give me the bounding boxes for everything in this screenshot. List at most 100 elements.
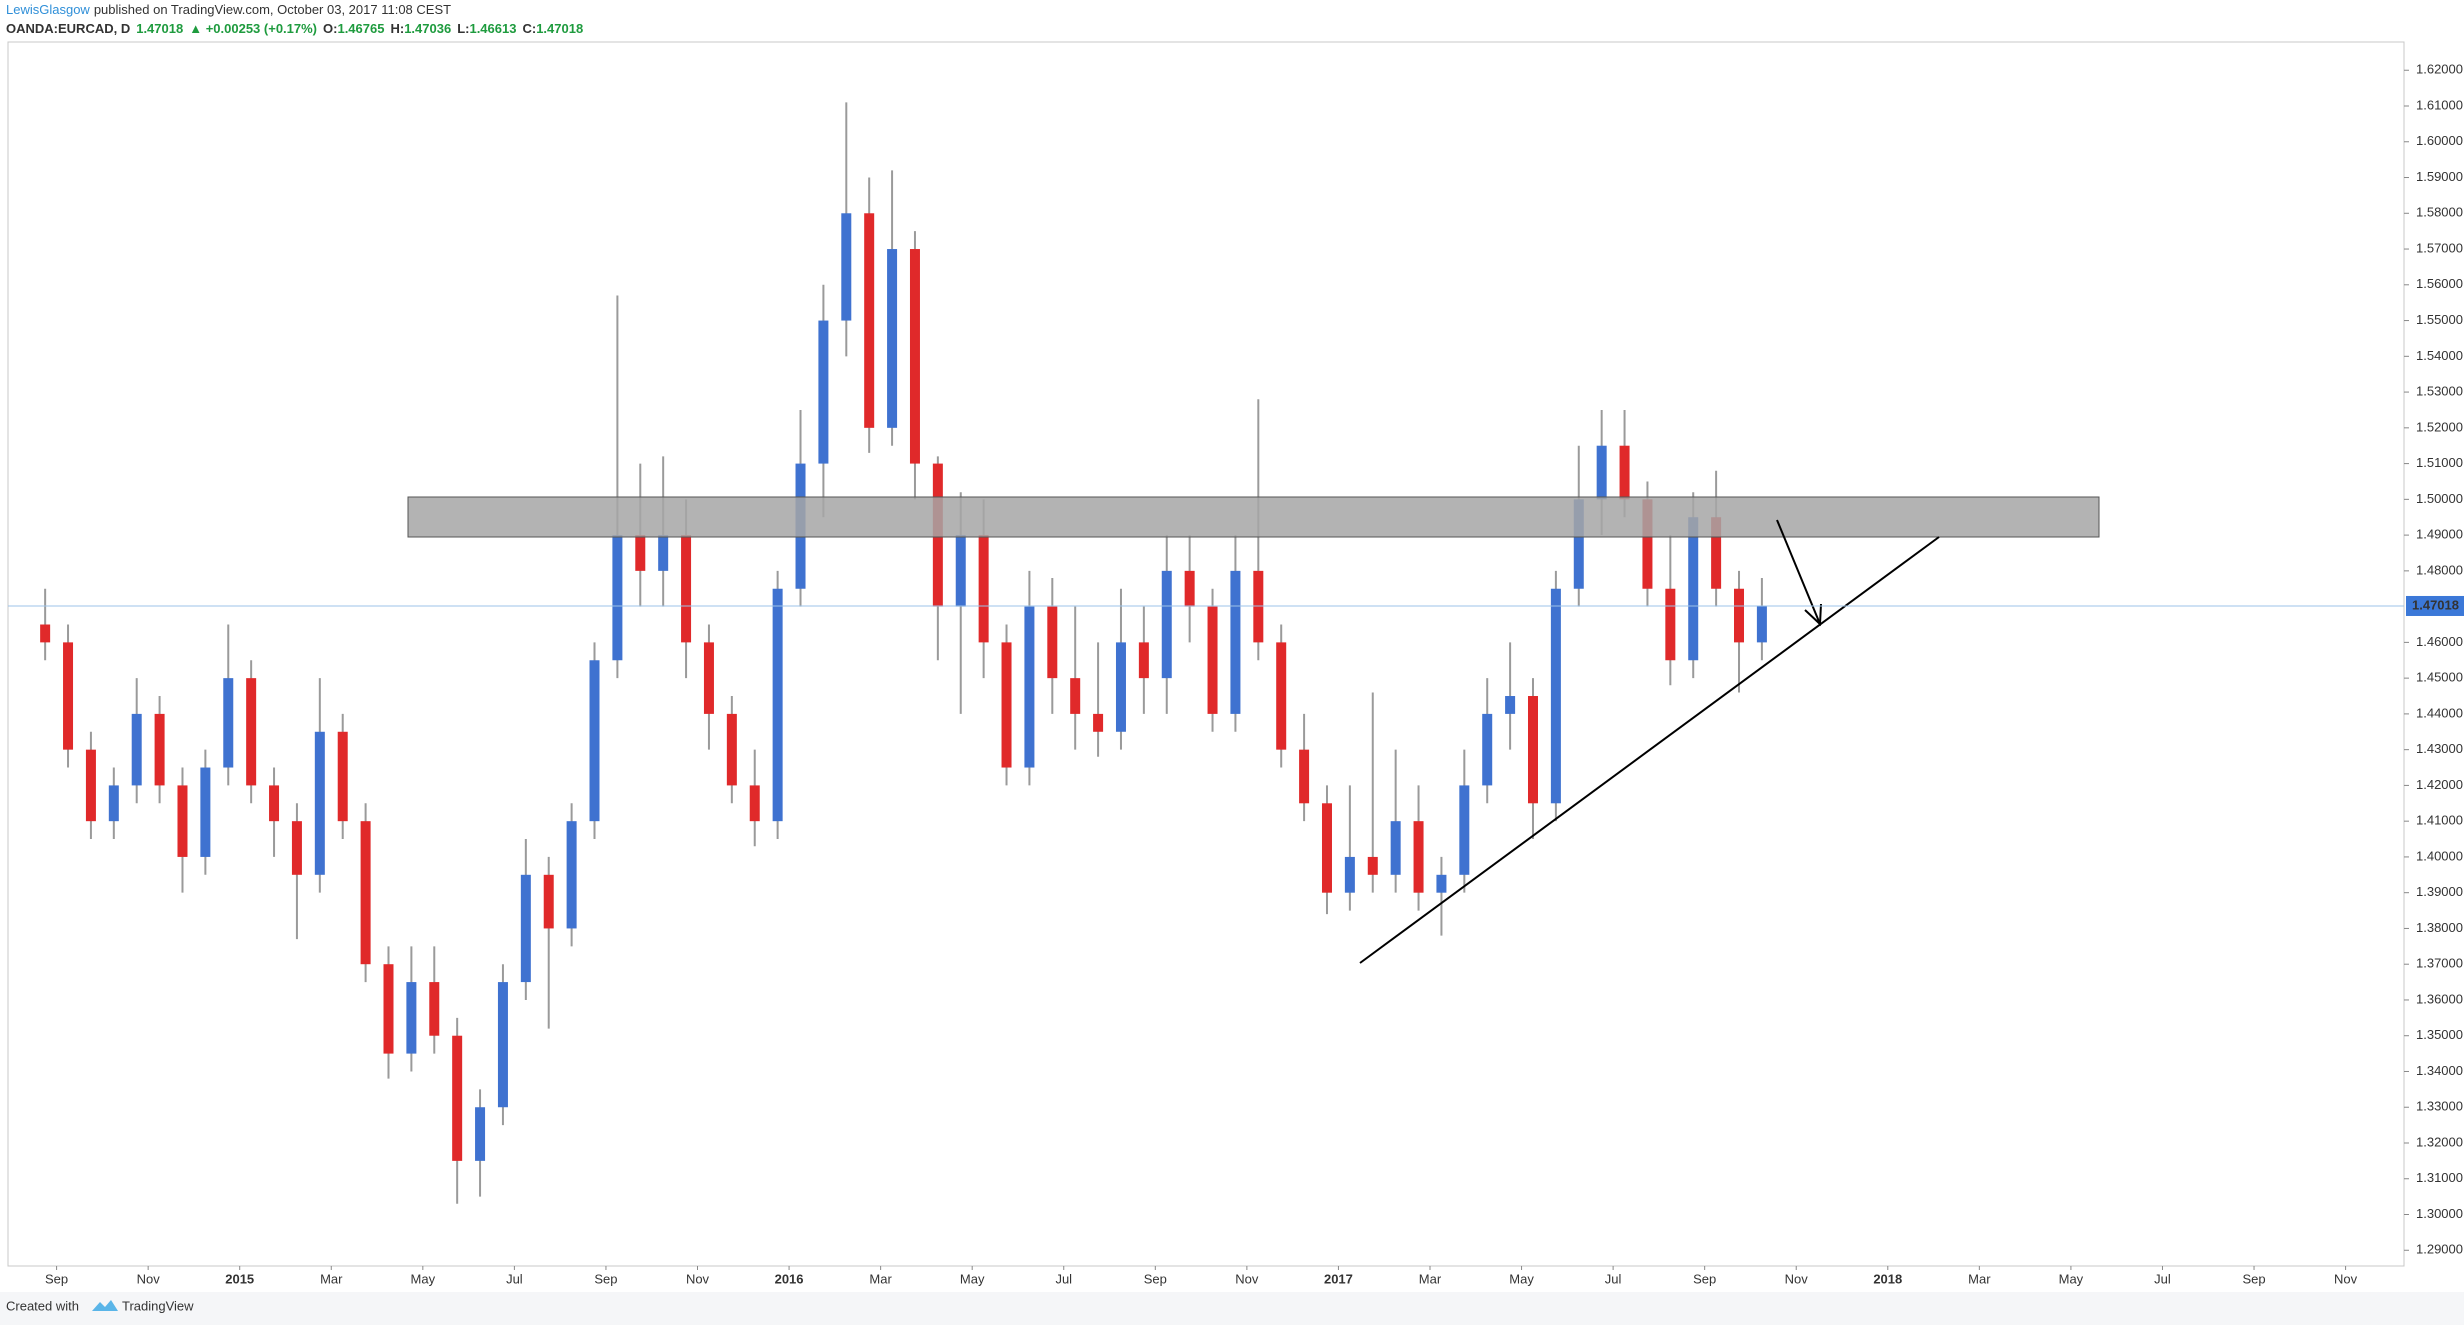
candle-body xyxy=(772,588,783,822)
candle-body xyxy=(909,249,920,464)
candle-body xyxy=(703,642,714,714)
y-tick-label: 1.41000 xyxy=(2416,813,2463,828)
candle-body xyxy=(1573,499,1584,589)
x-tick-label: Nov xyxy=(137,1271,161,1286)
candle-body xyxy=(383,964,394,1054)
x-tick-label: Jul xyxy=(1055,1271,1072,1286)
candle-body xyxy=(1161,570,1172,679)
last-price-box xyxy=(2406,595,2464,616)
candle-body xyxy=(955,535,966,607)
candle-body xyxy=(154,713,165,786)
candle-body xyxy=(1596,445,1607,500)
x-tick-label: 2016 xyxy=(775,1271,804,1286)
y-tick-label: 1.54000 xyxy=(2416,348,2463,363)
candle-body xyxy=(612,535,623,661)
x-tick-label: May xyxy=(1509,1271,1534,1286)
y-tick-label: 1.51000 xyxy=(2416,455,2463,470)
candle-body xyxy=(1642,499,1653,589)
candle-body xyxy=(589,660,600,822)
candle-body xyxy=(1184,570,1195,607)
y-tick-label: 1.30000 xyxy=(2416,1206,2463,1221)
x-tick-label: Sep xyxy=(594,1271,617,1286)
candle-body xyxy=(1527,696,1538,804)
y-tick-label: 1.40000 xyxy=(2416,848,2463,863)
candle-body xyxy=(1207,606,1218,714)
candle-body xyxy=(291,821,302,875)
candle-body xyxy=(566,821,577,929)
arrow xyxy=(1776,519,1821,625)
candle-body xyxy=(1138,642,1149,679)
y-tick-label: 1.57000 xyxy=(2416,240,2463,255)
ohlc-label: O: xyxy=(323,21,337,36)
candle-body xyxy=(1482,713,1493,786)
footer-text: Created with xyxy=(6,1298,79,1313)
y-tick-label: 1.53000 xyxy=(2416,384,2463,399)
ohlc-label: C: xyxy=(522,21,536,36)
candle-body xyxy=(1550,588,1561,804)
x-tick-label: Nov xyxy=(1235,1271,1259,1286)
y-tick-label: 1.56000 xyxy=(2416,276,2463,291)
candle-body xyxy=(864,213,875,428)
candle-body xyxy=(1413,821,1424,893)
candle-body xyxy=(452,1035,463,1161)
y-tick-label: 1.50000 xyxy=(2416,491,2463,506)
y-tick-label: 1.35000 xyxy=(2416,1027,2463,1042)
y-tick-label: 1.45000 xyxy=(2416,670,2463,685)
candle-body xyxy=(726,713,737,786)
x-tick-label: 2018 xyxy=(1873,1271,1902,1286)
candle-body xyxy=(246,678,257,786)
candle-body xyxy=(108,785,119,822)
y-tick-label: 1.39000 xyxy=(2416,884,2463,899)
candle-body xyxy=(1024,606,1035,768)
y-tick-label: 1.38000 xyxy=(2416,920,2463,935)
drawings xyxy=(407,496,2100,964)
x-tick-label: Mar xyxy=(1419,1271,1442,1286)
candle-body xyxy=(1115,642,1126,732)
published: published on TradingView.com, October 03… xyxy=(94,2,451,17)
y-tick-label: 1.52000 xyxy=(2416,419,2463,434)
resistance-zone xyxy=(407,496,2100,538)
y-tick-label: 1.29000 xyxy=(2416,1242,2463,1257)
y-tick-label: 1.34000 xyxy=(2416,1063,2463,1078)
footer-brand[interactable]: TradingView xyxy=(122,1298,194,1313)
candle-body xyxy=(658,535,669,571)
x-tick-label: Sep xyxy=(1693,1271,1716,1286)
y-tick-label: 1.31000 xyxy=(2416,1170,2463,1185)
x-tick-label: Mar xyxy=(1968,1271,1991,1286)
candle-body xyxy=(1390,821,1401,875)
y-tick-label: 1.62000 xyxy=(2416,62,2463,77)
candle-body xyxy=(177,785,188,857)
candle-body xyxy=(1505,696,1516,714)
x-tick-label: May xyxy=(411,1271,436,1286)
candle-body xyxy=(406,982,417,1054)
y-tick-label: 1.36000 xyxy=(2416,991,2463,1006)
x-tick-label: Mar xyxy=(320,1271,343,1286)
candle-body xyxy=(1299,749,1310,804)
y-tick-label: 1.37000 xyxy=(2416,956,2463,971)
x-tick-label: 2017 xyxy=(1324,1271,1353,1286)
candle-body xyxy=(40,624,51,643)
candle-body xyxy=(818,320,829,464)
y-tick-label: 1.48000 xyxy=(2416,562,2463,577)
x-tick-label: May xyxy=(2059,1271,2084,1286)
plot-frame xyxy=(7,41,2405,1267)
y-tick-label: 1.49000 xyxy=(2416,527,2463,542)
candle-body xyxy=(1253,570,1264,643)
ohlc-value: 1.47018 xyxy=(536,21,583,36)
candle-body xyxy=(497,982,508,1108)
x-tick-label: May xyxy=(960,1271,985,1286)
y-tick-label: 1.33000 xyxy=(2416,1099,2463,1114)
x-tick-label: Mar xyxy=(869,1271,892,1286)
candle-body xyxy=(1321,803,1332,893)
candle-body xyxy=(1230,570,1241,714)
author[interactable]: LewisGlasgow xyxy=(6,2,90,17)
ohlc-label: L: xyxy=(457,21,469,36)
x-tick-label: Jul xyxy=(506,1271,523,1286)
symbol: OANDA:EURCAD, D xyxy=(6,21,130,36)
candle-body xyxy=(1459,785,1470,875)
x-tick-label: Jul xyxy=(2154,1271,2171,1286)
candle-body xyxy=(1367,856,1378,875)
candle-body xyxy=(269,785,280,822)
candle-body xyxy=(887,249,898,428)
